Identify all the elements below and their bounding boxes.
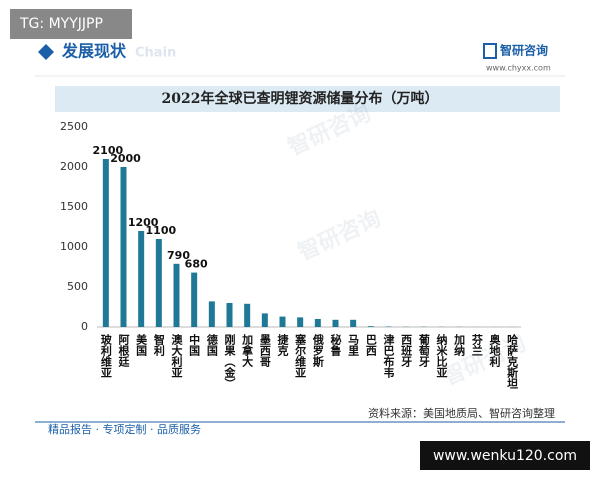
x-tick-label: 哈萨克斯坦 <box>506 333 519 390</box>
tag: TG: MYYJJPP <box>19 16 103 32</box>
data-label: 680 <box>185 258 208 271</box>
y-tick-label: 500 <box>67 280 88 293</box>
x-tick-label: 捷克 <box>276 333 289 357</box>
bar <box>367 326 374 327</box>
url: www.chyxx.com <box>486 64 551 73</box>
site-box <box>420 441 590 470</box>
header-title: 发展现状 <box>61 42 127 61</box>
logo-icon <box>483 43 497 59</box>
bar <box>244 303 251 327</box>
x-tick-label: 加拿大 <box>241 333 255 368</box>
bar <box>208 301 215 327</box>
bar <box>261 313 268 327</box>
x-tick-label: 秘鲁 <box>329 333 342 357</box>
bar <box>191 272 198 327</box>
x-tick-label: 玻利维亚 <box>99 333 112 378</box>
logo: 智研咨询 <box>499 43 548 58</box>
tag-box <box>10 9 132 39</box>
x-tick-label: 葡萄牙 <box>417 333 431 368</box>
bar <box>226 303 233 327</box>
x-tick-label: 澳大利亚 <box>170 333 183 378</box>
x-tick-label: 奥地利 <box>488 333 502 368</box>
x-tick-label: 西班牙 <box>400 334 413 368</box>
x-tick-label: 刚果（金） <box>223 333 237 389</box>
data-label: 1100 <box>146 224 177 237</box>
bar <box>120 167 127 327</box>
x-tick-label: 德国 <box>205 333 219 357</box>
chart-title: 2022年全球已查明锂资源储量分布（万吨） <box>162 90 439 107</box>
header-title-en: Chain <box>135 46 176 61</box>
data-label: 2000 <box>110 152 141 165</box>
x-tick-label: 中国 <box>188 333 201 357</box>
bar <box>173 263 180 327</box>
x-tick-label: 俄罗斯 <box>311 333 325 368</box>
data-label: 2100 <box>93 144 124 157</box>
x-tick-label: 塞尔维亚 <box>294 333 308 378</box>
bar <box>297 317 304 327</box>
bar <box>138 231 145 327</box>
data-label: 790 <box>167 249 190 262</box>
title-band <box>55 86 560 112</box>
x-tick-label: 马里 <box>347 334 360 357</box>
site: www.wenku120.com <box>433 448 577 464</box>
x-tick-label: 智利 <box>152 333 165 357</box>
x-tick-label: 巴西 <box>364 334 377 357</box>
y-tick-label: 2500 <box>60 120 88 133</box>
x-tick-label: 纳米比亚 <box>435 333 449 378</box>
bar <box>332 319 339 327</box>
x-tick-label: 墨西哥 <box>258 334 271 368</box>
x-tick-label: 加纳 <box>453 333 467 357</box>
x-tick-label: 芬兰 <box>470 333 484 356</box>
x-tick-label: 津巴布韦 <box>382 333 395 379</box>
diamond-icon <box>38 44 54 60</box>
x-tick-label: 美国 <box>135 333 148 357</box>
source: 资料来源：美国地质局、智研咨询整理 <box>368 406 555 420</box>
bar <box>350 319 357 327</box>
y-tick-label: 1500 <box>60 200 88 213</box>
bar <box>155 239 162 327</box>
data-label: 1200 <box>128 216 159 229</box>
footer: 精品报告 · 专项定制 · 品质服务 <box>48 422 201 436</box>
bar <box>279 316 286 327</box>
y-tick-label: 1000 <box>60 240 88 253</box>
bar <box>102 159 109 327</box>
bar <box>314 319 321 327</box>
y-tick-label: 0 <box>81 320 88 333</box>
x-tick-label: 阿根廷 <box>117 333 131 368</box>
y-tick-label: 2000 <box>60 160 88 173</box>
